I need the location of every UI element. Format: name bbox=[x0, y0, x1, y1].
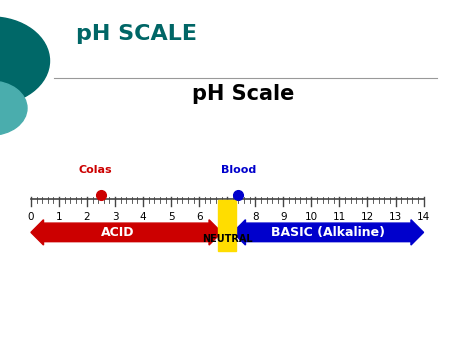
Polygon shape bbox=[233, 220, 423, 245]
Text: 4: 4 bbox=[140, 212, 146, 222]
Text: Blood: Blood bbox=[221, 165, 256, 175]
Circle shape bbox=[0, 81, 27, 135]
Text: 5: 5 bbox=[168, 212, 175, 222]
Text: pH Scale: pH Scale bbox=[192, 84, 294, 104]
Text: 7: 7 bbox=[224, 212, 230, 222]
Text: 2: 2 bbox=[84, 212, 90, 222]
Bar bbox=[218, 200, 236, 251]
Text: 12: 12 bbox=[361, 212, 374, 222]
Polygon shape bbox=[31, 220, 222, 245]
Text: 1: 1 bbox=[56, 212, 62, 222]
Text: BASIC (Alkaline): BASIC (Alkaline) bbox=[271, 226, 385, 239]
Text: 13: 13 bbox=[389, 212, 402, 222]
Text: NEUTRAL: NEUTRAL bbox=[202, 234, 252, 244]
Text: 9: 9 bbox=[280, 212, 287, 222]
Text: 14: 14 bbox=[417, 212, 430, 222]
Text: pH SCALE: pH SCALE bbox=[76, 24, 198, 44]
Text: 8: 8 bbox=[252, 212, 259, 222]
Text: ACID: ACID bbox=[101, 226, 135, 239]
Text: 11: 11 bbox=[333, 212, 346, 222]
Text: 10: 10 bbox=[305, 212, 318, 222]
Circle shape bbox=[0, 17, 50, 105]
Text: 3: 3 bbox=[112, 212, 118, 222]
Text: 6: 6 bbox=[196, 212, 202, 222]
Text: 0: 0 bbox=[27, 212, 34, 222]
Text: Colas: Colas bbox=[79, 165, 112, 175]
